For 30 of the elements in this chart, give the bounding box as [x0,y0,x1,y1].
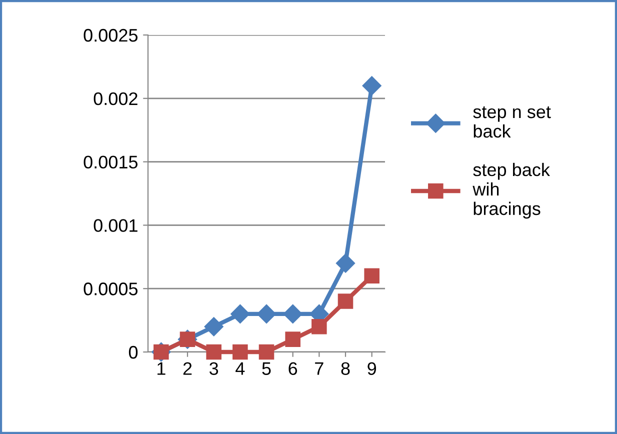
point [312,319,327,334]
point [258,344,274,360]
point [230,304,250,324]
point [232,344,248,360]
point [283,304,302,324]
point [338,294,354,309]
point [256,304,276,324]
x-tick-label: 8 [341,362,350,375]
legend-label: step n set back [473,106,551,138]
x-tick-label: 7 [315,362,324,375]
x-tick-label: 5 [262,362,271,375]
x-tick-label: 6 [288,362,298,375]
y-tick-label: 0.001 [94,219,138,232]
y-tick-label: 0.0005 [84,282,138,296]
x-tick-label: 9 [368,362,376,375]
y-tick-label: 0.0015 [84,156,138,169]
point [362,76,382,96]
point [336,254,356,273]
point [206,344,222,360]
y-tick-label: 0 [128,346,138,359]
x-tick-label: 1 [158,362,166,375]
point [364,268,380,284]
y-tick-label: 0.002 [94,92,138,106]
point [285,332,300,347]
x-tick-label: 3 [210,362,218,375]
legend-label: step back wih bracings [472,162,550,219]
y-tick-label: 0.0025 [84,28,138,42]
x-tick-label: 4 [236,362,245,375]
x-tick-label: 2 [183,362,192,375]
point [204,317,224,336]
